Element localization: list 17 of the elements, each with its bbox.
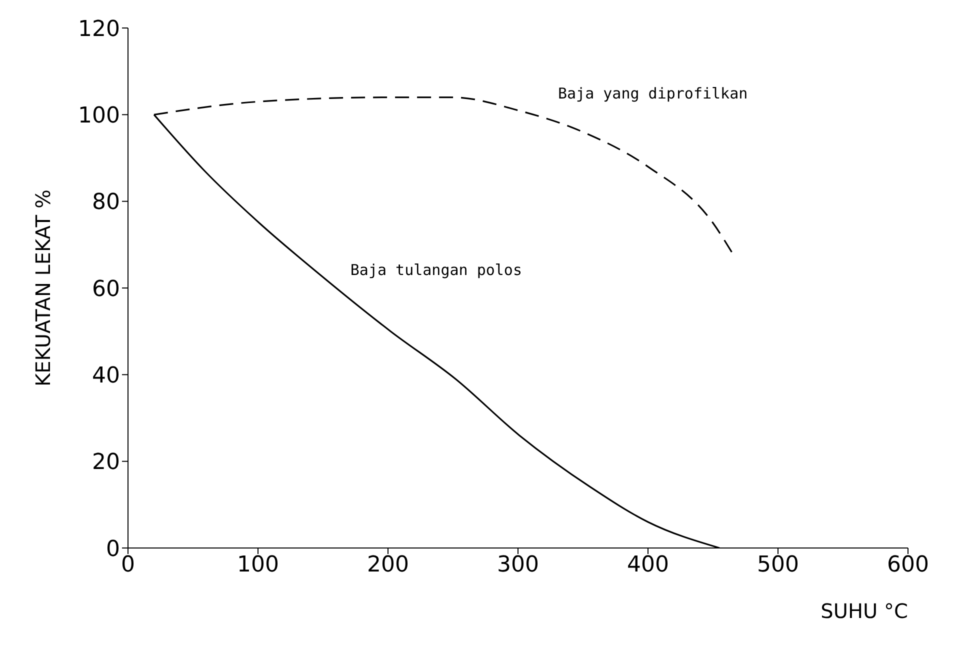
series-label: Baja yang diprofilkan [558,84,748,102]
x-tick-label: 400 [627,552,669,578]
x-tick-label: 200 [367,552,409,578]
y-tick-label: 60 [92,276,120,302]
y-tick-label: 100 [78,103,120,128]
y-axis-title: KEKUATAN LEKAT % [31,189,56,387]
y-tick-label: 80 [92,190,120,216]
y-tick-label: 20 [92,450,120,476]
y-tick-label: 120 [78,16,120,42]
x-tick-label: 500 [757,552,799,578]
y-tick-label: 0 [106,536,120,562]
y-tick-label: 40 [92,363,120,388]
x-tick-label: 300 [497,552,539,578]
x-tick-label: 100 [237,552,279,578]
x-tick-label: 600 [887,552,929,578]
x-axis-title: SUHU °C [820,599,908,623]
series-label: Baja tulangan polos [350,261,522,279]
